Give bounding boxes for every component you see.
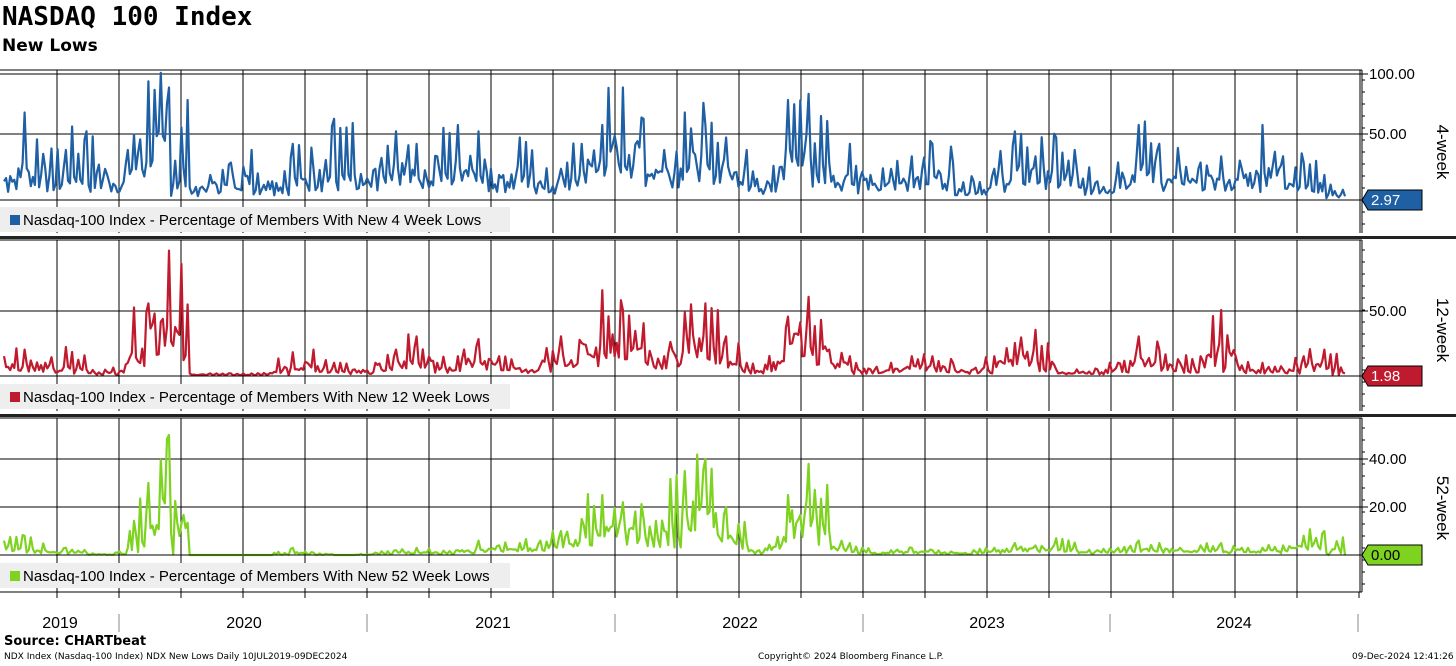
legend: Nasdaq-100 Index - Percentage of Members… <box>0 563 510 588</box>
x-year-label: 2020 <box>226 615 262 632</box>
last-value-tag: 2.97 <box>1361 189 1423 211</box>
x-year-label: 2019 <box>42 615 78 632</box>
legend-swatch <box>10 571 20 581</box>
panel-4-week: 100.00 50.00 2.97 4-week Nasdaq-100 Index - … <box>0 66 1456 239</box>
panel-separator <box>0 236 1456 239</box>
panel-label: 4-week <box>1433 125 1452 180</box>
source-label: Source: CHARTbeat <box>4 634 147 649</box>
last-value-label: 2.97 <box>1371 192 1400 209</box>
legend: Nasdaq-100 Index - Percentage of Members… <box>0 384 510 409</box>
x-axis: 2019 2020 2021 2022 2023 2024 <box>0 591 1362 632</box>
y-tick-label: 50.00 <box>1369 303 1407 320</box>
series-line <box>3 71 1347 200</box>
panel-12-week: 50.00 1.98 12-week Nasdaq-100 Index - Perce… <box>0 239 1456 417</box>
last-value-tag: 0.00 <box>1361 544 1423 566</box>
footer-timestamp: 09-Dec-2024 12:41:26 <box>1352 652 1454 662</box>
legend-background <box>0 207 510 232</box>
y-tick-label: 40.00 <box>1369 451 1407 468</box>
x-year-label: 2024 <box>1216 615 1252 632</box>
legend-label: Nasdaq-100 Index - Percentage of Members… <box>23 568 490 585</box>
last-value-box <box>1361 189 1423 211</box>
legend-background <box>0 384 510 409</box>
footer-copyright: Copyright© 2024 Bloomberg Finance L.P. <box>758 652 944 662</box>
legend-label: Nasdaq-100 Index - Percentage of Members… <box>23 212 481 229</box>
y-tick-label: 100.00 <box>1369 66 1415 83</box>
legend-label: Nasdaq-100 Index - Percentage of Members… <box>23 389 490 406</box>
footer-left-text: NDX Index (Nasdaq-100 Index) NDX New Low… <box>4 652 348 662</box>
series-line <box>2 433 1347 557</box>
x-year-label: 2022 <box>722 615 758 632</box>
chart-title: NASDAQ 100 Index <box>2 2 253 32</box>
panel-label: 12-week <box>1433 298 1452 363</box>
series-line <box>2 249 1346 377</box>
legend-background <box>0 563 510 588</box>
panel-separator <box>0 414 1456 417</box>
y-tick-label: 50.00 <box>1369 126 1407 143</box>
x-year-label: 2023 <box>969 615 1005 632</box>
y-tick-label: 20.00 <box>1369 499 1407 516</box>
legend-swatch <box>10 215 20 225</box>
last-value-tag: 1.98 <box>1361 365 1423 387</box>
last-value-label: 0.00 <box>1371 547 1400 564</box>
legend: Nasdaq-100 Index - Percentage of Members… <box>0 207 510 232</box>
legend-swatch <box>10 392 20 402</box>
x-year-label: 2021 <box>475 615 511 632</box>
chart-subtitle: New Lows <box>2 36 98 56</box>
last-value-box <box>1361 544 1423 566</box>
panel-label: 52-week <box>1433 476 1452 541</box>
last-value-label: 1.98 <box>1371 368 1400 385</box>
last-value-box <box>1361 365 1423 387</box>
